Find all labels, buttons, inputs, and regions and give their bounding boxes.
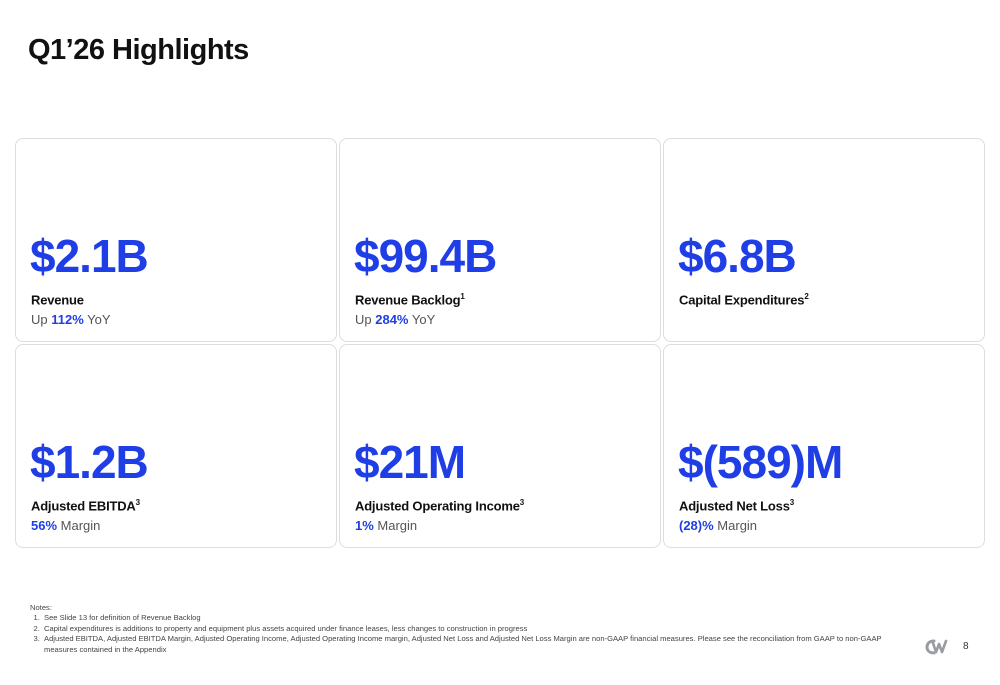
metric-label: Adjusted Net Loss3 bbox=[679, 498, 794, 514]
notes-heading: Notes: bbox=[30, 603, 52, 612]
metric-sub: Up 112% YoY bbox=[31, 312, 111, 327]
page-number: 8 bbox=[963, 641, 969, 652]
note-item: Adjusted EBITDA, Adjusted EBITDA Margin,… bbox=[42, 634, 910, 655]
metric-label: Adjusted Operating Income3 bbox=[355, 498, 524, 514]
cw-logo-icon bbox=[925, 638, 949, 656]
highlights-grid: $2.1B Revenue Up 112% YoY $99.4B Revenue… bbox=[15, 138, 985, 548]
metric-value: $6.8B bbox=[678, 230, 797, 282]
metric-label: Revenue Backlog1 bbox=[355, 292, 465, 308]
metric-card-revenue-backlog: $99.4B Revenue Backlog1 Up 284% YoY bbox=[339, 138, 661, 342]
metric-value: $1.2B bbox=[30, 436, 149, 488]
metric-label: Revenue bbox=[31, 292, 84, 308]
metric-value: $99.4B bbox=[354, 230, 497, 282]
metric-label: Capital Expenditures2 bbox=[679, 292, 809, 308]
note-item: Capital expenditures is additions to pro… bbox=[42, 624, 910, 634]
metric-card-adjusted-net-loss: $(589)M Adjusted Net Loss3 (28)% Margin bbox=[663, 344, 985, 548]
metric-value: $21M bbox=[354, 436, 466, 488]
metric-sub: Up 284% YoY bbox=[355, 312, 436, 327]
metric-value: $2.1B bbox=[30, 230, 149, 282]
metric-card-adjusted-ebitda: $1.2B Adjusted EBITDA3 56% Margin bbox=[15, 344, 337, 548]
page-title: Q1’26 Highlights bbox=[28, 34, 249, 66]
metric-card-adjusted-operating-income: $21M Adjusted Operating Income3 1% Margi… bbox=[339, 344, 661, 548]
metric-label: Adjusted EBITDA3 bbox=[31, 498, 140, 514]
metric-sub: 56% Margin bbox=[31, 518, 101, 533]
note-item: See Slide 13 for definition of Revenue B… bbox=[42, 613, 910, 623]
metric-card-capex: $6.8B Capital Expenditures2 bbox=[663, 138, 985, 342]
metric-card-revenue: $2.1B Revenue Up 112% YoY bbox=[15, 138, 337, 342]
metric-value: $(589)M bbox=[678, 436, 843, 488]
metric-sub: 1% Margin bbox=[355, 518, 418, 533]
notes-list: See Slide 13 for definition of Revenue B… bbox=[30, 613, 910, 655]
metric-sub: (28)% Margin bbox=[679, 518, 758, 533]
footnotes: Notes: See Slide 13 for definition of Re… bbox=[30, 603, 910, 655]
